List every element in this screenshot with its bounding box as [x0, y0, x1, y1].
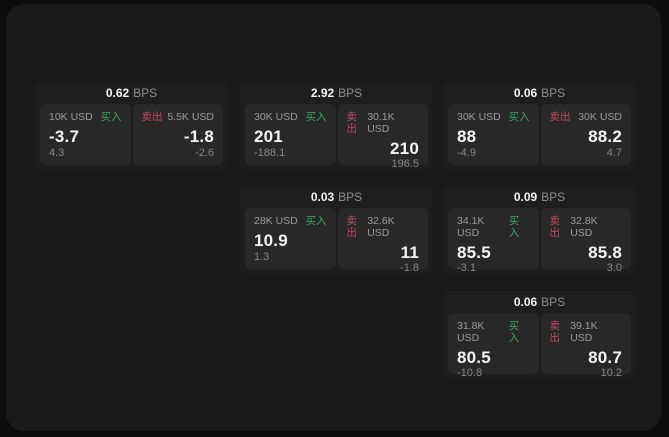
sell-amount: 30.1K USD	[367, 111, 395, 135]
buy-amount: 30K USD	[254, 111, 298, 123]
quote-card: 0.06 BPS 30K USD 买入 88 -4.9 卖出 30K USD 8…	[443, 82, 636, 170]
bps-unit-label: BPS	[541, 295, 566, 309]
sell-side-label: 卖出	[346, 111, 358, 135]
bps-value: 0.06	[513, 86, 538, 100]
bps-unit-label: BPS	[338, 86, 363, 100]
sell-side-label: 卖出	[549, 320, 561, 344]
sell-price: 11	[400, 243, 419, 262]
bps-value: 0.62	[105, 86, 130, 100]
buy-price: -3.7	[49, 127, 80, 146]
buy-delta: -3.1	[457, 262, 476, 274]
card-header: 0.03 BPS	[245, 186, 428, 208]
bps-unit-label: BPS	[133, 86, 158, 100]
quote-card: 2.92 BPS 30K USD 买入 201 -188.1 卖出 30.1K …	[240, 82, 433, 170]
buy-panel[interactable]: 31.8K USD 买入 80.5 -10.8	[448, 313, 539, 379]
sell-amount: 30K USD	[578, 111, 622, 123]
card-header: 0.06 BPS	[448, 291, 631, 313]
quote-card: 0.06 BPS 31.8K USD 买入 80.5 -10.8 卖出 39.1…	[443, 291, 636, 379]
bps-unit-label: BPS	[541, 86, 566, 100]
buy-amount: 30K USD	[457, 111, 501, 123]
buy-price: 88	[457, 127, 477, 146]
buy-amount: 28K USD	[254, 215, 298, 227]
sell-delta: 10.2	[600, 367, 622, 379]
buy-side-label: 买入	[100, 111, 122, 123]
quote-card: 0.09 BPS 34.1K USD 买入 85.5 -3.1 卖出 32.8K…	[443, 186, 636, 274]
buy-amount: 34.1K USD	[457, 215, 485, 239]
buy-panel[interactable]: 28K USD 买入 10.9 1.3	[245, 208, 336, 269]
bps-unit-label: BPS	[541, 190, 566, 204]
buy-side-label: 买入	[508, 111, 530, 123]
sell-amount: 5.5K USD	[167, 111, 214, 123]
sell-side-label: 卖出	[141, 111, 163, 123]
buy-price: 80.5	[457, 348, 491, 367]
buy-side-label: 买入	[508, 320, 520, 344]
bps-value: 0.03	[310, 190, 335, 204]
card-header: 0.62 BPS	[40, 82, 223, 104]
sell-amount: 39.1K USD	[570, 320, 598, 344]
buy-price: 201	[254, 127, 283, 146]
sell-panel[interactable]: 卖出 32.8K USD 85.8 3.0	[540, 208, 631, 274]
bps-value: 0.06	[513, 295, 538, 309]
sell-panel[interactable]: 卖出 5.5K USD -1.8 -2.6	[132, 104, 223, 165]
sell-price: 80.7	[588, 348, 622, 367]
buy-delta: -188.1	[254, 147, 286, 159]
sell-price: 210	[390, 139, 419, 158]
buy-side-label: 买入	[508, 215, 520, 239]
card-header: 2.92 BPS	[245, 82, 428, 104]
quotes-panel: 0.62 BPS 10K USD 买入 -3.7 4.3 卖出 5.5K USD…	[6, 4, 661, 431]
buy-side-label: 买入	[305, 111, 327, 123]
buy-amount: 10K USD	[49, 111, 93, 123]
sell-delta: 3.0	[606, 262, 622, 274]
buy-panel[interactable]: 30K USD 买入 88 -4.9	[448, 104, 539, 165]
buy-panel[interactable]: 34.1K USD 买入 85.5 -3.1	[448, 208, 539, 274]
sell-side-label: 卖出	[549, 215, 561, 239]
buy-price: 85.5	[457, 243, 491, 262]
sell-price: -1.8	[183, 127, 214, 146]
sell-panel[interactable]: 卖出 30.1K USD 210 196.5	[337, 104, 428, 170]
sell-delta: -2.6	[195, 147, 214, 159]
bps-unit-label: BPS	[338, 190, 363, 204]
bps-value: 0.09	[513, 190, 538, 204]
buy-side-label: 买入	[305, 215, 327, 227]
bps-value: 2.92	[310, 86, 335, 100]
buy-panel[interactable]: 10K USD 买入 -3.7 4.3	[40, 104, 131, 165]
sell-panel[interactable]: 卖出 30K USD 88.2 4.7	[540, 104, 631, 165]
sell-side-label: 卖出	[346, 215, 358, 239]
buy-panel[interactable]: 30K USD 买入 201 -188.1	[245, 104, 336, 165]
buy-delta: 1.3	[254, 251, 270, 263]
buy-delta: -10.8	[457, 367, 483, 379]
quote-card: 0.62 BPS 10K USD 买入 -3.7 4.3 卖出 5.5K USD…	[35, 82, 228, 170]
buy-delta: -4.9	[457, 147, 476, 159]
sell-amount: 32.8K USD	[570, 215, 598, 239]
buy-amount: 31.8K USD	[457, 320, 485, 344]
sell-delta: 196.5	[391, 158, 419, 170]
sell-panel[interactable]: 卖出 32.6K USD 11 -1.8	[337, 208, 428, 274]
quote-card: 0.03 BPS 28K USD 买入 10.9 1.3 卖出 32.6K US…	[240, 186, 433, 274]
buy-delta: 4.3	[49, 147, 65, 159]
sell-side-label: 卖出	[549, 111, 571, 123]
card-header: 0.06 BPS	[448, 82, 631, 104]
card-header: 0.09 BPS	[448, 186, 631, 208]
sell-delta: 4.7	[606, 147, 622, 159]
sell-delta: -1.8	[400, 262, 419, 274]
sell-price: 85.8	[588, 243, 622, 262]
sell-panel[interactable]: 卖出 39.1K USD 80.7 10.2	[540, 313, 631, 379]
sell-amount: 32.6K USD	[367, 215, 395, 239]
buy-price: 10.9	[254, 231, 288, 250]
sell-price: 88.2	[588, 127, 622, 146]
